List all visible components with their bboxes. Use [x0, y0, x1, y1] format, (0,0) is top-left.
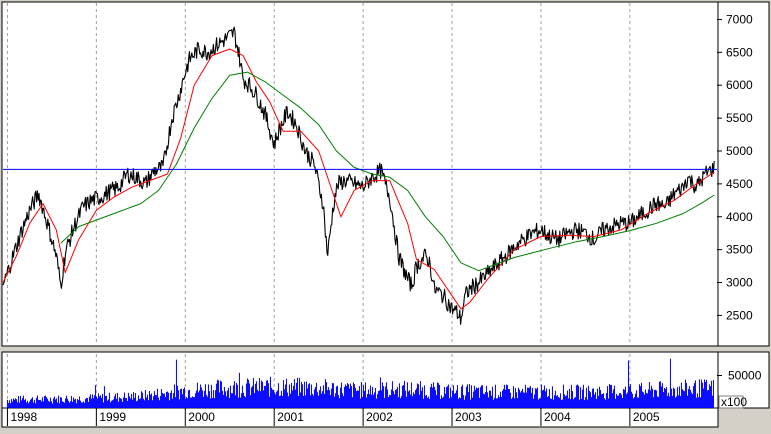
x-tick-label: 1999	[99, 410, 126, 424]
price-tick-label: 2500	[726, 308, 753, 322]
x-tick-label: 2000	[188, 410, 215, 424]
volume-multiplier-label: x100	[721, 395, 747, 409]
x-tick-label: 2003	[455, 410, 482, 424]
long-moving-average-line	[60, 71, 715, 272]
price-tick-label: 4500	[726, 177, 753, 191]
price-tick-label: 7000	[726, 12, 753, 26]
price-tick-label: 3500	[726, 243, 753, 257]
x-tick-label: 2001	[277, 410, 304, 424]
x-tick-label: 2004	[544, 410, 571, 424]
price-tick-label: 6500	[726, 45, 753, 59]
price-series	[2, 26, 715, 325]
price-line	[2, 26, 715, 325]
volume-tick-label: 50000	[728, 369, 762, 383]
price-tick-label: 6000	[726, 78, 753, 92]
volume-bars	[6, 358, 714, 408]
price-axis-ticks: 7000 6500 6000 5500 5000 4500 4000 3500 3000 2500	[717, 12, 753, 322]
price-tick-label: 3000	[726, 276, 753, 290]
volume-axis-ticks: 50000	[717, 369, 762, 383]
volume-multiplier-box	[718, 395, 744, 409]
x-axis-ticks: 1998 1999 2000 2001 2002 2003 2004 2005	[6, 408, 660, 426]
price-tick-label: 5000	[726, 144, 753, 158]
price-tick-label: 4000	[726, 210, 753, 224]
x-tick-label: 1998	[10, 410, 37, 424]
grid	[6, 3, 631, 408]
short-moving-average-line	[2, 48, 715, 310]
x-tick-label: 2005	[633, 410, 660, 424]
x-tick-label: 2002	[366, 410, 393, 424]
price-panel-background	[1, 1, 719, 347]
price-tick-label: 5500	[726, 111, 753, 125]
price-axis-background	[717, 1, 770, 347]
